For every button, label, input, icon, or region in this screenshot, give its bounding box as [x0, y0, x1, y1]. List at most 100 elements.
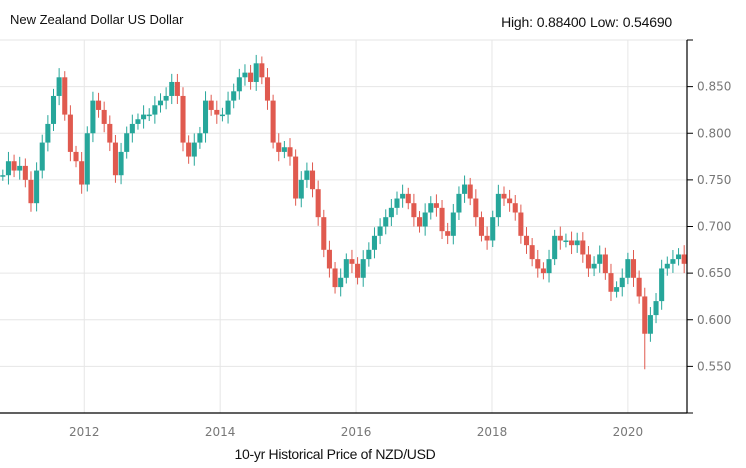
candle-body	[180, 95, 186, 143]
candle-body	[462, 184, 468, 194]
candle-body	[309, 170, 316, 190]
candle-body	[653, 301, 659, 316]
x-tick-label: 2020	[613, 425, 644, 439]
candle-body	[146, 114, 152, 117]
candle-body	[411, 203, 417, 218]
candle-body	[293, 156, 299, 199]
candle-body	[501, 193, 507, 199]
candle-body	[338, 277, 344, 288]
candle-body	[287, 147, 293, 157]
candle-body	[546, 259, 552, 274]
candle-body	[163, 95, 169, 101]
candle-body	[552, 235, 558, 260]
candle-body	[242, 72, 248, 78]
candle-body	[174, 81, 180, 96]
candle-body	[619, 277, 625, 288]
candle-body	[597, 254, 603, 264]
candle-body	[580, 240, 586, 255]
candle-body	[259, 63, 265, 78]
candle-body	[135, 119, 141, 124]
candle-body	[636, 277, 642, 297]
candle-body	[608, 273, 614, 292]
candle-body	[366, 249, 372, 260]
candle-body	[79, 161, 85, 185]
candle-body	[490, 217, 496, 241]
candle-body	[484, 235, 490, 241]
candle-body	[45, 123, 51, 143]
candle-body	[90, 100, 96, 134]
candle-body	[169, 81, 175, 96]
candle-body	[416, 217, 423, 227]
candle-body	[191, 142, 197, 157]
high-label: High:	[501, 14, 533, 30]
candle-body	[197, 133, 203, 143]
candle-body	[625, 259, 631, 278]
candle-body	[433, 203, 439, 208]
candle-body	[473, 198, 479, 218]
candle-body	[281, 147, 287, 152]
y-tick-label: 0.850	[697, 80, 731, 94]
candle-body	[360, 259, 366, 278]
candle-body	[422, 212, 428, 227]
candle-body	[298, 179, 304, 199]
low-label: Low:	[590, 14, 619, 30]
candle-body	[84, 133, 90, 185]
candle-body	[332, 268, 338, 288]
candle-body	[270, 100, 276, 143]
y-tick-label: 0.600	[697, 313, 731, 327]
candle-body	[56, 77, 62, 96]
x-tick-label: 2012	[69, 425, 100, 439]
x-tick-label: 2018	[477, 425, 508, 439]
candle-body	[73, 151, 79, 162]
candle-body	[495, 193, 501, 218]
candle-body	[11, 161, 17, 171]
candle-body	[141, 114, 147, 120]
candle-body	[186, 142, 192, 157]
candle-body	[236, 77, 242, 92]
candle-body	[428, 203, 434, 213]
candle-body	[203, 100, 209, 134]
candle-body	[478, 217, 484, 236]
candle-body	[400, 193, 406, 199]
candle-body	[276, 142, 282, 152]
candle-body	[321, 217, 327, 250]
candle-body	[0, 175, 6, 177]
candle-body	[96, 100, 102, 110]
candle-body	[157, 100, 164, 106]
candle-body	[225, 100, 231, 115]
candle-body	[670, 259, 676, 264]
candle-body	[563, 240, 569, 242]
candle-body	[219, 114, 225, 117]
chart-title: New Zealand Dollar US Dollar	[10, 12, 184, 27]
candle-body	[129, 123, 135, 134]
candle-body	[50, 95, 57, 124]
candle-body	[681, 254, 687, 264]
candle-body	[664, 263, 670, 269]
x-axis-ticks: 2012 2014 2016 2018 2020	[69, 425, 643, 439]
candle-body	[445, 231, 451, 236]
candle-body	[642, 296, 648, 334]
candle-body	[355, 263, 361, 278]
candle-body	[248, 72, 254, 82]
candle-body	[152, 105, 158, 115]
y-axis-ticks: 0.550 0.600 0.650 0.700 0.750 0.800 0.850	[687, 39, 731, 373]
candle-body	[518, 212, 524, 236]
candle-body	[253, 63, 259, 82]
candle-body	[62, 77, 68, 115]
candle-body	[371, 235, 378, 250]
candle-body	[388, 207, 394, 218]
candle-body	[529, 245, 535, 260]
low-value: 0.54690	[622, 14, 672, 30]
candle-body	[456, 193, 462, 213]
candle-body	[523, 235, 530, 246]
candle-body	[101, 109, 107, 124]
candle-body	[557, 235, 563, 241]
candle-body	[405, 193, 411, 204]
x-tick-label: 2016	[341, 425, 372, 439]
candle-body	[214, 109, 220, 115]
candle-body	[34, 170, 40, 204]
candle-body	[349, 259, 355, 264]
candle-body	[659, 268, 665, 302]
candle-body	[630, 259, 637, 278]
y-tick-label: 0.700	[697, 220, 731, 234]
